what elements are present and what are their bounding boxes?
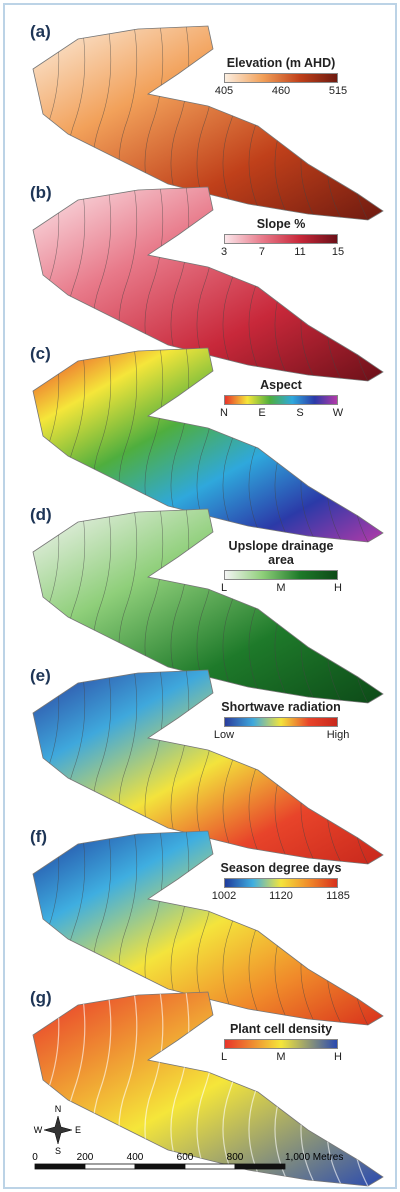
legend-label: H [334,582,342,594]
map-panel: (g) Plant cell density L M H [8,980,388,1190]
legend-title: Plant cell density [216,1022,346,1036]
legend-label: E [258,407,265,419]
panel-label: (a) [30,22,51,42]
legend-bar [224,1039,338,1049]
legend-label: High [327,729,350,741]
legend: Aspect N E S W [216,378,346,419]
legend-bar [224,878,338,888]
legend-bar [224,234,338,244]
legend-label: 11 [294,246,305,258]
legend-label: N [220,407,228,419]
legend-label: 1002 [212,890,236,902]
legend-title: Slope % [216,217,346,231]
contour-line [15,980,33,1190]
legend-label: 460 [272,85,290,97]
legend-label: M [276,582,285,594]
legend-title: Upslope drainage area [221,539,341,567]
legend: Upslope drainage area L M H [216,539,346,594]
legend-label: L [221,582,227,594]
legend-label: Low [214,729,234,741]
legend-bar [224,570,338,580]
legend-label: 15 [332,246,344,258]
legend-label: S [296,407,303,419]
legend-title: Elevation (m AHD) [216,56,346,70]
legend-label: 1120 [269,890,293,902]
map [8,980,388,1190]
legend-label: W [333,407,343,419]
panel-label: (d) [30,505,52,525]
panel-label: (b) [30,183,52,203]
page: (a)Elevation (m AHD)405460515(b)Slope %3… [0,0,400,1192]
legend-title: Season degree days [216,861,346,875]
legend: Slope % 3 7 11 15 [216,217,346,258]
legend-label: 3 [221,246,227,258]
legend: Plant cell density L M H [216,1022,346,1063]
legend-bar [224,717,338,727]
legend-label: 515 [329,85,347,97]
legend-label: L [221,1051,227,1063]
legend-label: 7 [259,246,265,258]
legend-label: 1185 [326,890,350,902]
legend-bar [224,73,338,83]
legend-label: 405 [215,85,233,97]
panel-label: (f) [30,827,47,847]
legend-label: H [334,1051,342,1063]
legend-title: Shortwave radiation [216,700,346,714]
panel-label: (c) [30,344,51,364]
legend-bar [224,395,338,405]
panel-label: (e) [30,666,51,686]
legend-label: M [276,1051,285,1063]
panel-label: (g) [30,988,52,1008]
legend-title: Aspect [216,378,346,392]
